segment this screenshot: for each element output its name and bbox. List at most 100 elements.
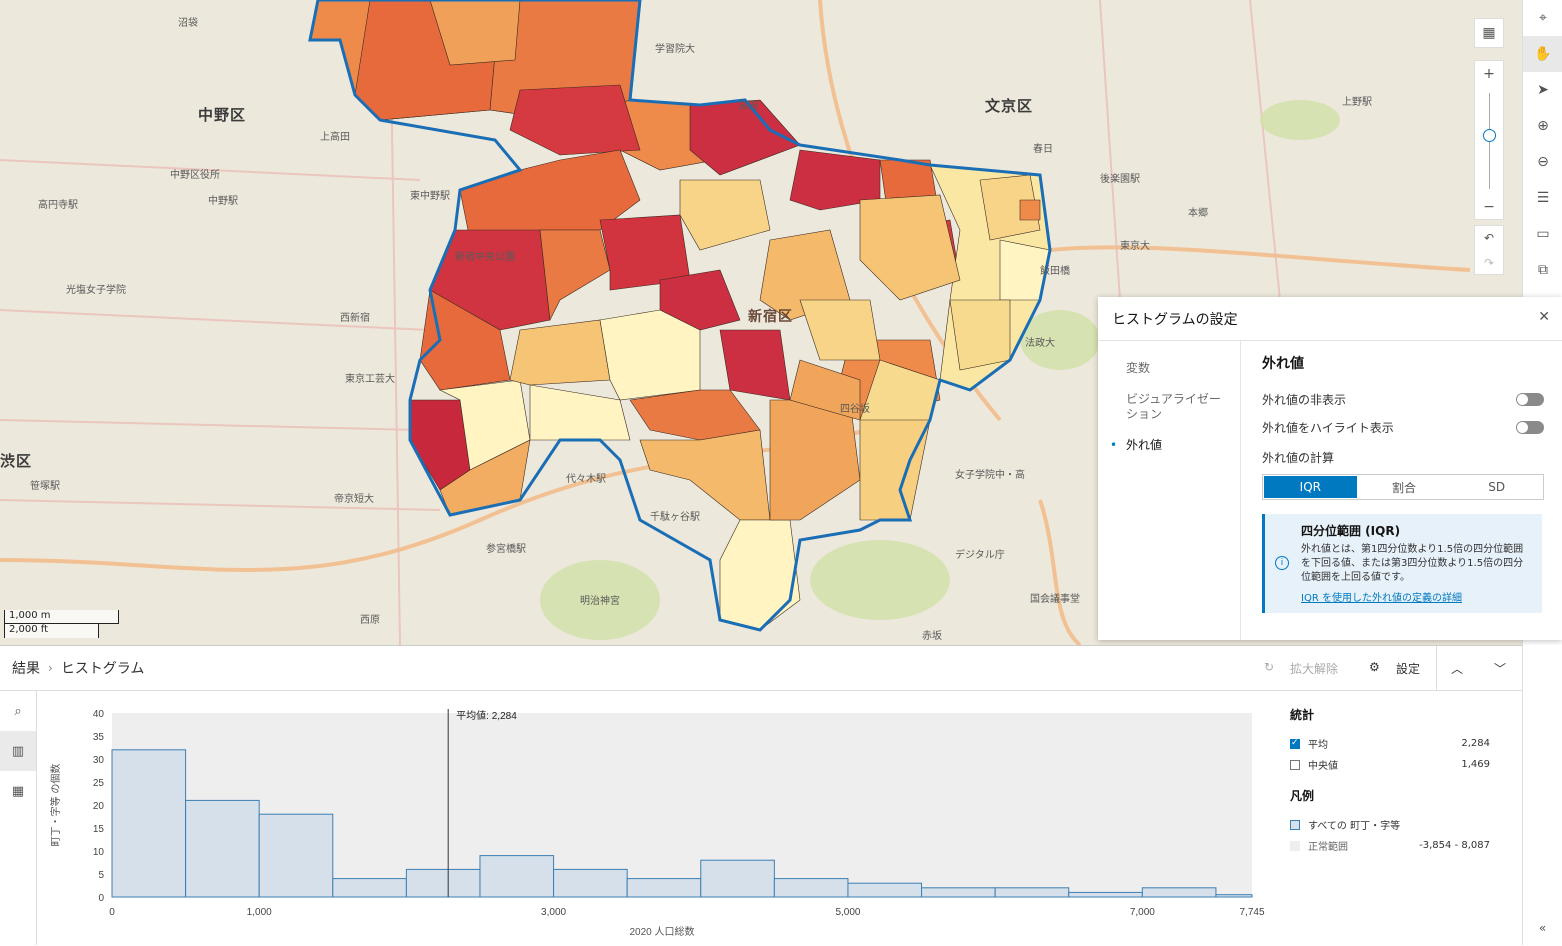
nav-item-visualization[interactable]: ビジュアライゼーション (1126, 392, 1221, 421)
histogram-bar[interactable] (1215, 894, 1253, 898)
redo-icon[interactable]: ↷ (1483, 256, 1495, 270)
y-tick-label: 10 (93, 847, 105, 858)
method-sd[interactable]: SD (1488, 480, 1506, 494)
zoom-out-icon[interactable]: − (1483, 199, 1495, 215)
reset-zoom-button[interactable]: 拡大解除 (1290, 662, 1339, 676)
histogram-bar[interactable] (921, 887, 996, 898)
all-features-label: すべての 町丁・字等 (1308, 821, 1401, 832)
map-label-place: 学習院大 (655, 44, 695, 55)
zoom-chart-icon[interactable]: ⌕ (14, 703, 22, 719)
median-checkbox[interactable] (1290, 759, 1300, 770)
y-axis-label: 町丁・字等 の個数 (49, 764, 62, 847)
chevron-up-icon[interactable]: ︿ (1451, 662, 1464, 676)
map-label-place: 中野駅 (208, 196, 238, 207)
histogram-bar[interactable] (332, 878, 407, 898)
settings-button[interactable]: 設定 (1396, 662, 1421, 676)
bar-chart-icon[interactable]: ▥ (0, 731, 36, 771)
map-label-place: 高円寺駅 (38, 200, 78, 211)
x-tick-label: 5,000 (835, 907, 860, 918)
collapse-icon[interactable]: « (1538, 921, 1547, 935)
gear-icon[interactable]: ⚙ (1369, 660, 1380, 674)
notice-title: 四分位範囲 (IQR) (1301, 524, 1401, 538)
histogram-bar[interactable] (700, 859, 775, 898)
stats-title: 統計 (1290, 708, 1315, 722)
results-header: 結果 › ヒストグラム (0, 646, 1522, 691)
histogram-bar[interactable] (1068, 891, 1143, 898)
histogram-bar[interactable] (185, 799, 260, 898)
legend-list-icon[interactable]: ☰ (1536, 190, 1550, 206)
map-label-place: 千駄ヶ谷駅 (650, 512, 700, 523)
map-label-place: 国会議事堂 (1030, 594, 1080, 605)
all-features-swatch (1290, 819, 1300, 830)
breadcrumb-root[interactable]: 結果 (12, 661, 40, 677)
histogram-bar[interactable] (479, 855, 555, 898)
zoom-in-tool-icon[interactable]: ⊕ (1537, 118, 1549, 134)
method-percent[interactable]: 割合 (1392, 480, 1417, 495)
scale-m: 1,000 m (4, 610, 119, 624)
x-axis-label: 2020 人口総数 (629, 925, 694, 938)
histogram-bar[interactable] (1141, 887, 1217, 898)
reset-zoom-icon[interactable]: ↻ (1264, 660, 1275, 674)
nav-item-outliers[interactable]: 外れ値 (1098, 430, 1240, 461)
histogram-bar[interactable] (405, 868, 481, 898)
zoom-out-tool-icon[interactable]: ⊖ (1537, 154, 1549, 170)
median-value: 1,469 (1461, 759, 1490, 770)
histogram-bar[interactable] (847, 882, 923, 898)
location-pin-icon[interactable]: ⌖ (1539, 10, 1547, 26)
x-tick-label: 1,000 (247, 907, 272, 918)
hide-outliers-toggle[interactable] (1516, 392, 1544, 406)
basemap-gallery-icon[interactable]: ▦ (1474, 18, 1504, 48)
x-tick-label: 7,000 (1130, 907, 1155, 918)
map-label-place: 西新宿 (340, 313, 370, 324)
map-label-place: 上野駅 (1342, 97, 1372, 108)
calc-label: 外れ値の計算 (1262, 451, 1335, 465)
method-iqr[interactable]: IQR (1264, 476, 1357, 498)
scale-ft: 2,000 ft (4, 624, 99, 638)
table-icon[interactable]: ▦ (11, 783, 25, 799)
map-label-ward: 中野区 (198, 106, 247, 124)
highlight-outliers-toggle[interactable] (1516, 420, 1544, 434)
normal-range-label: 正常範囲 (1308, 842, 1348, 853)
histogram-bar[interactable] (111, 749, 187, 898)
zoom-slider-handle[interactable] (1483, 129, 1496, 142)
map-label-place: 代々木駅 (566, 474, 606, 485)
section-title: 外れ値 (1262, 356, 1304, 372)
map-label-place: 笹塚駅 (30, 481, 60, 492)
map-label-place: 四谷坂 (840, 404, 870, 415)
histogram-settings-panel: ヒストグラムの設定 ✕ 変数 ビジュアライゼーション 外れ値 外れ値 外れ値の非… (1098, 297, 1562, 640)
breadcrumb-current: ヒストグラム (60, 661, 145, 677)
nav-item-variables[interactable]: 変数 (1126, 361, 1151, 375)
map-label-place: 本郷 (1188, 208, 1208, 219)
settings-body: 外れ値 外れ値の非表示 外れ値をハイライト表示 外れ値の計算 IQR 割合 SD… (1262, 353, 1544, 613)
x-tick-label: 7,745 (1239, 907, 1264, 918)
x-tick-label: 3,000 (541, 907, 566, 918)
map-label-ward: 新宿区 (748, 309, 793, 325)
histogram-bar[interactable] (553, 868, 628, 898)
zoom-in-icon[interactable]: + (1483, 66, 1495, 82)
y-tick-label: 25 (93, 778, 105, 789)
histogram-bar[interactable] (994, 887, 1070, 898)
mean-checkbox[interactable] (1290, 738, 1300, 749)
undo-icon[interactable]: ↶ (1483, 231, 1495, 245)
iqr-details-link[interactable]: IQR を使用した外れ値の定義の詳細 (1301, 593, 1462, 604)
stats-legend: 統計 平均 2,284 中央値 1,469 凡例 すべての 町丁・字等 正常範囲… (1290, 706, 1490, 856)
select-arrow-icon[interactable]: ➤ (1537, 82, 1549, 98)
histogram-bar[interactable] (626, 878, 702, 898)
x-tick-label: 0 (109, 907, 115, 918)
y-tick-label: 15 (93, 824, 105, 835)
histogram-chart[interactable]: 0 5 10 15 20 25 30 35 40 平均値: 2,284 0 1,000 3,000 5,0… (37, 691, 1277, 946)
map-label-place: 法政大 (1025, 338, 1055, 349)
histogram-bar[interactable] (773, 878, 849, 898)
close-icon[interactable]: ✕ (1538, 309, 1550, 325)
zoom-slider[interactable]: + − (1474, 60, 1504, 220)
map-label-ward: 渋区 (0, 452, 33, 470)
measure-icon[interactable]: ▭ (1536, 226, 1550, 242)
mean-value: 2,284 (1461, 738, 1490, 749)
histogram-bar[interactable] (258, 813, 334, 898)
map-label-place: 帝京短大 (334, 494, 374, 505)
pan-hand-icon[interactable]: ✋ (1523, 36, 1562, 72)
map-label-place: 春日 (1033, 144, 1053, 155)
layer-filter-icon[interactable]: ⧉ (1538, 262, 1548, 278)
chevron-down-icon[interactable]: ﹀ (1494, 662, 1507, 676)
toggle-highlight-label: 外れ値をハイライト表示 (1262, 420, 1394, 435)
